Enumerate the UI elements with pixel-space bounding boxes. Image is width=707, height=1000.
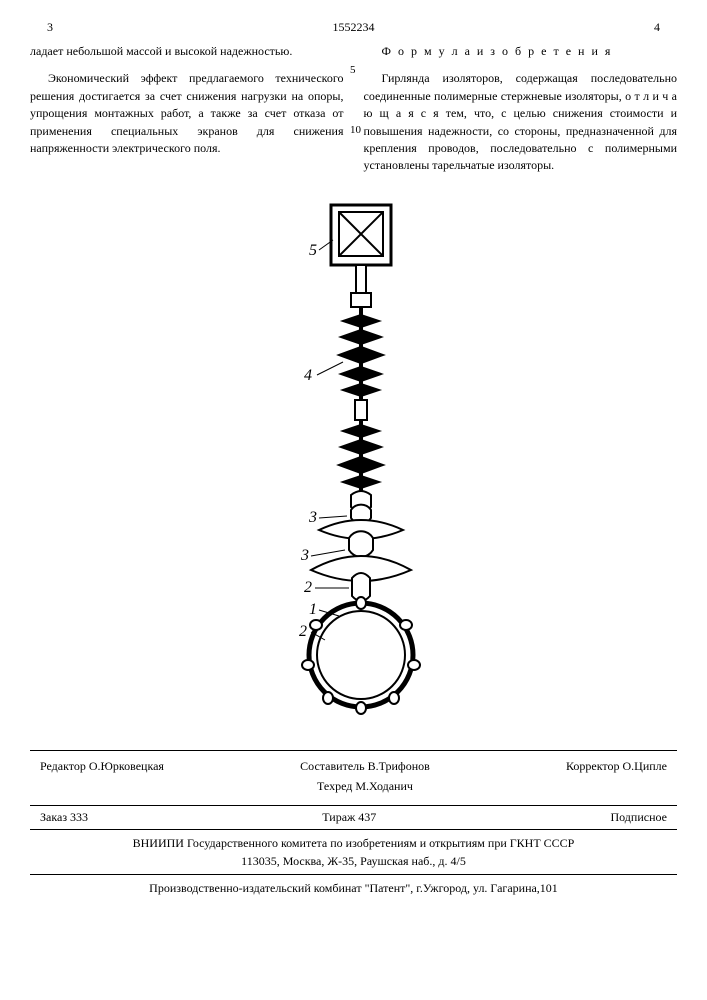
production-line: Производственно-издательский комбинат "П… xyxy=(30,875,677,902)
page-header: 3 1552234 4 xyxy=(30,20,677,35)
formula-title: Ф о р м у л а и з о б р е т е н и я xyxy=(364,43,678,60)
vniipi-line2: 113035, Москва, Ж-35, Раушская наб., д. … xyxy=(30,852,677,870)
svg-text:3: 3 xyxy=(300,547,309,564)
compiler: Составитель В.Трифонов xyxy=(300,757,430,775)
line-mark-10: 10 xyxy=(350,124,361,136)
right-column: Ф о р м у л а и з о б р е т е н и я Гирл… xyxy=(364,43,678,185)
line-number-marks: 5 10 xyxy=(350,64,361,136)
figure-zone: 5 4 3 xyxy=(30,200,677,730)
order-number: Заказ 333 xyxy=(40,810,88,825)
svg-text:2: 2 xyxy=(304,579,312,596)
vniipi-line1: ВНИИПИ Государственного комитета по изоб… xyxy=(30,834,677,852)
page-right: 4 xyxy=(637,20,677,35)
staff-row: Редактор О.Юрковецкая Составитель В.Триф… xyxy=(30,757,677,795)
svg-text:5: 5 xyxy=(309,242,317,259)
svg-text:3: 3 xyxy=(308,509,317,526)
left-column: ладает небольшой массой и высокой надежн… xyxy=(30,43,344,185)
techred: Техред М.Ходанич xyxy=(317,777,413,795)
left-p1: ладает небольшой массой и высокой надежн… xyxy=(30,43,344,60)
svg-text:2: 2 xyxy=(299,623,307,640)
editor: Редактор О.Юрковецкая xyxy=(40,757,164,795)
corrector: Корректор О.Ципле xyxy=(566,757,667,795)
page-left: 3 xyxy=(30,20,70,35)
svg-text:1: 1 xyxy=(309,601,317,618)
doc-number: 1552234 xyxy=(333,20,375,35)
right-p1: Гирлянда изоляторов, содержащая последов… xyxy=(364,70,678,174)
subscription: Подписное xyxy=(610,810,667,825)
line-mark-5: 5 xyxy=(350,64,361,76)
tirage: Тираж 437 xyxy=(322,810,376,825)
order-row: Заказ 333 Тираж 437 Подписное xyxy=(30,806,677,830)
svg-text:4: 4 xyxy=(304,367,312,384)
credits-block: Редактор О.Юрковецкая Составитель В.Триф… xyxy=(30,750,677,806)
left-p2: Экономический эффект предлагаемого техни… xyxy=(30,70,344,157)
address-block: ВНИИПИ Государственного комитета по изоб… xyxy=(30,830,677,875)
insulator-figure: 5 4 3 xyxy=(239,200,469,730)
